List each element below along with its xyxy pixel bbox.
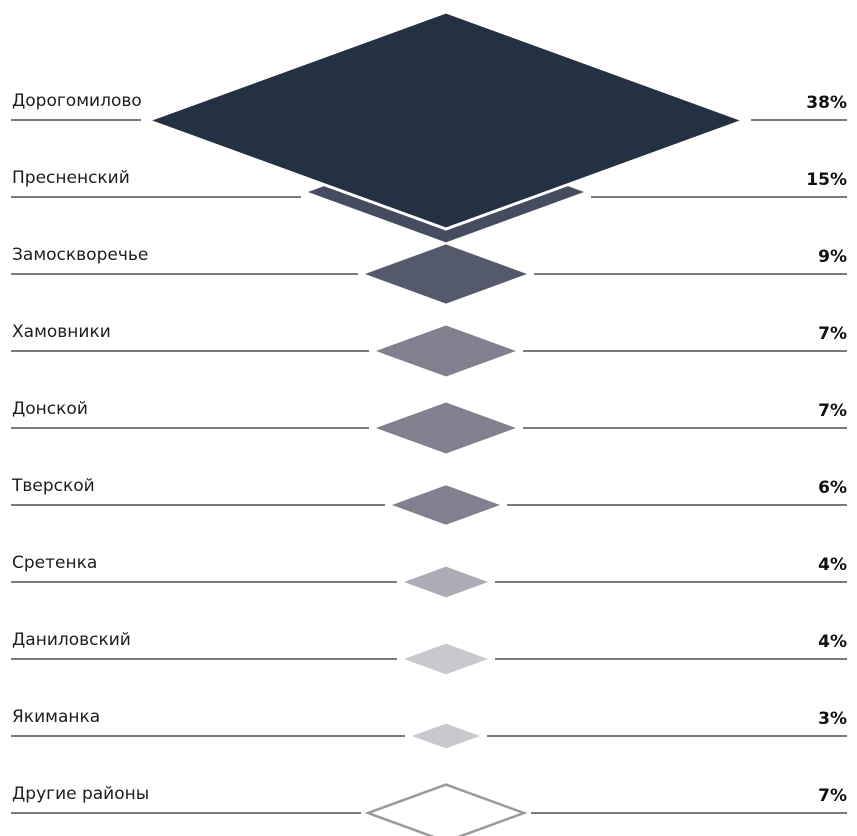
district-labels: Дорогомилово 38% Пресненский 15% Замосквореч… xyxy=(11,91,847,806)
row-7-diamond xyxy=(404,566,488,598)
row-6-diamond xyxy=(392,485,500,525)
row-5-value-label: 7% xyxy=(818,401,847,421)
row-8-value-label: 4% xyxy=(818,632,847,652)
row-1-diamond xyxy=(143,10,749,231)
row-7-district-label: Сретенка xyxy=(12,553,97,573)
row-4-district-label: Хамовники xyxy=(12,322,111,342)
row-5-diamond xyxy=(376,402,516,454)
row-2-district-label: Пресненский xyxy=(12,168,130,188)
row-6-district-label: Тверской xyxy=(11,476,95,496)
row-9-diamond xyxy=(412,723,480,749)
row-10-district-label: Другие районы xyxy=(12,784,149,804)
diamond-marks xyxy=(143,10,749,836)
row-9-value-label: 3% xyxy=(818,709,847,729)
row-3-diamond xyxy=(365,244,527,304)
row-1-district-label: Дорогомилово xyxy=(12,91,142,111)
row-4-diamond xyxy=(376,325,516,377)
row-9-district-label: Якиманка xyxy=(12,707,100,727)
row-separator-lines xyxy=(11,119,847,814)
row-4-value-label: 7% xyxy=(818,324,847,344)
row-2-value-label: 15% xyxy=(806,170,847,190)
row-10-value-label: 7% xyxy=(818,786,847,806)
row-5-district-label: Донской xyxy=(12,399,88,419)
row-3-district-label: Замоскворечье xyxy=(12,245,148,265)
row-8-diamond xyxy=(404,643,488,675)
row-8-district-label: Даниловский xyxy=(12,630,131,650)
row-6-value-label: 6% xyxy=(818,478,847,498)
row-3-value-label: 9% xyxy=(818,247,847,267)
row-1-value-label: 38% xyxy=(806,93,847,113)
row-7-value-label: 4% xyxy=(818,555,847,575)
row-10-diamond xyxy=(364,783,528,836)
